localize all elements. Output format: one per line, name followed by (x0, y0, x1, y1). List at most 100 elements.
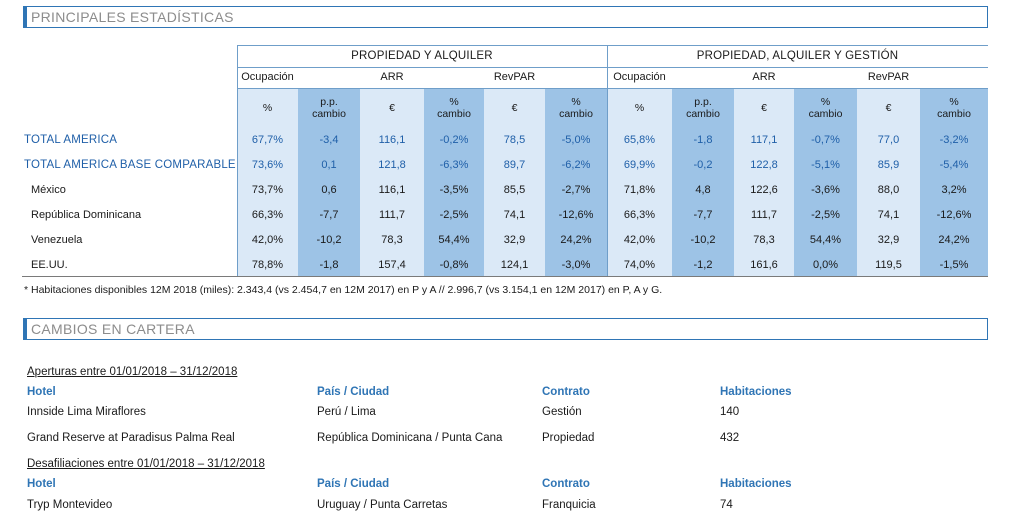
grid-line (237, 67, 988, 68)
unit-label: € (389, 102, 395, 114)
table-cell: 89,7 (503, 159, 526, 171)
table-cell: 66,3% (251, 209, 284, 221)
table-cell: 78,8% (251, 259, 284, 271)
metric-title: Ocupación (613, 71, 666, 83)
table-cell: -3,5% (439, 184, 469, 196)
group-title: PROPIEDAD Y ALQUILER (351, 50, 493, 62)
table-cell: -3,0% (561, 259, 591, 271)
row-label: Venezuela (31, 234, 83, 246)
col-bg (298, 88, 360, 276)
col-bg (545, 88, 607, 276)
table-cell: 111,7 (751, 209, 777, 221)
section-header-principales: PRINCIPALES ESTADÍSTICAS (23, 6, 988, 28)
unit-label: € (511, 102, 518, 114)
table-cell: 67,7% (251, 134, 284, 146)
row-label: TOTAL AMERICA BASE COMPARABLE (24, 159, 236, 171)
apertura-hotel: Innside Lima Miraflores (27, 406, 146, 418)
row-label: EE.UU. (31, 259, 68, 271)
table-cell: -3,2% (939, 134, 969, 146)
table-cell: 78,5 (503, 134, 526, 146)
col-bg (734, 88, 794, 276)
metric-title: RevPAR (493, 71, 536, 83)
unit-label: p.p. cambio (686, 96, 720, 120)
unit-header: € (857, 88, 920, 128)
grid-line (22, 276, 988, 277)
table-cell: 0,1 (321, 159, 337, 171)
table-cell: 88,0 (877, 184, 900, 196)
table-cell: 54,4% (438, 234, 470, 246)
table-cell: -0,2% (439, 134, 469, 146)
unit-header: p.p. cambio (672, 88, 734, 128)
col-bg (360, 88, 424, 276)
col-header-hotel: Hotel (27, 478, 56, 490)
section-header-cartera: CAMBIOS EN CARTERA (23, 318, 988, 340)
table-cell: 78,3 (753, 234, 775, 246)
table-cell: 77,0 (877, 134, 900, 146)
metric-title: ARR (380, 71, 404, 83)
col-header-habitaciones: Habitaciones (720, 478, 792, 490)
col-header-contrato: Contrato (542, 386, 590, 398)
unit-header: % cambio (424, 88, 484, 128)
unit-header: € (484, 88, 545, 128)
table-cell: -1,8 (319, 259, 339, 271)
apertura-habitaciones: 140 (720, 406, 740, 418)
unit-header: € (734, 88, 794, 128)
table-cell: -1,2 (693, 259, 713, 271)
table-cell: -5,0% (561, 134, 591, 146)
table-cell: 122,8 (750, 159, 778, 171)
table-cell: -7,7 (693, 209, 713, 221)
unit-label: % cambio (808, 96, 843, 120)
col-header-pais: País / Ciudad (317, 478, 390, 490)
footnote: * Habitaciones disponibles 12M 2018 (mil… (24, 284, 663, 296)
table-cell: -1,8 (693, 134, 713, 146)
table-cell: -6,2% (561, 159, 591, 171)
table-cell: -12,6% (558, 209, 594, 221)
table-cell: -0,7% (811, 134, 840, 146)
unit-header: % cambio (545, 88, 607, 128)
col-bg (857, 88, 920, 276)
unit-label: % cambio (437, 96, 471, 120)
table-cell: 161,6 (750, 259, 778, 271)
unit-label: % cambio (559, 96, 593, 120)
unit-header: % cambio (794, 88, 857, 128)
table-cell: 0,6 (321, 184, 337, 196)
apertura-habitaciones: 432 (720, 432, 740, 444)
table-cell: -6,3% (439, 159, 469, 171)
table-cell: 3,2% (941, 184, 967, 196)
desafiliacion-hotel: Tryp Montevideo (27, 499, 113, 511)
metric-title: Ocupación (241, 71, 294, 83)
table-cell: -10,2 (690, 234, 716, 246)
table-cell: -2,7% (561, 184, 591, 196)
table-cell: 73,6% (251, 159, 284, 171)
table-cell: 73,7% (251, 184, 284, 196)
grid-line (237, 88, 988, 89)
table-cell: 74,1 (503, 209, 526, 221)
apertura-pais: República Dominicana / Punta Cana (317, 432, 503, 444)
col-bg (424, 88, 484, 276)
desafiliacion-habitaciones: 74 (720, 499, 733, 511)
unit-header: % (607, 88, 672, 128)
grid-line (607, 45, 608, 276)
table-cell: -3,6% (811, 184, 840, 196)
row-label: México (31, 184, 66, 196)
table-cell: -5,1% (811, 159, 840, 171)
table-cell: -7,7 (319, 209, 339, 221)
table-cell: 32,9 (877, 234, 900, 246)
table-cell: 157,4 (378, 259, 406, 271)
table-cell: -2,5% (439, 209, 469, 221)
col-bg (794, 88, 857, 276)
table-cell: -0,2 (693, 159, 713, 171)
table-cell: 116,1 (378, 184, 406, 196)
unit-label: € (761, 102, 767, 114)
table-cell: -10,2 (316, 234, 342, 246)
apertura-contrato: Propiedad (542, 432, 595, 444)
col-bg (920, 88, 988, 276)
row-label: TOTAL AMERICA (24, 134, 118, 146)
unit-label: % (634, 102, 645, 114)
table-cell: -12,6% (936, 209, 972, 221)
table-cell: 24,2% (560, 234, 592, 246)
table-cell: 124,1 (500, 259, 529, 271)
table-cell: -0,8% (439, 259, 469, 271)
table-cell: 65,8% (623, 134, 656, 146)
section-title: PRINCIPALES ESTADÍSTICAS (31, 9, 234, 25)
